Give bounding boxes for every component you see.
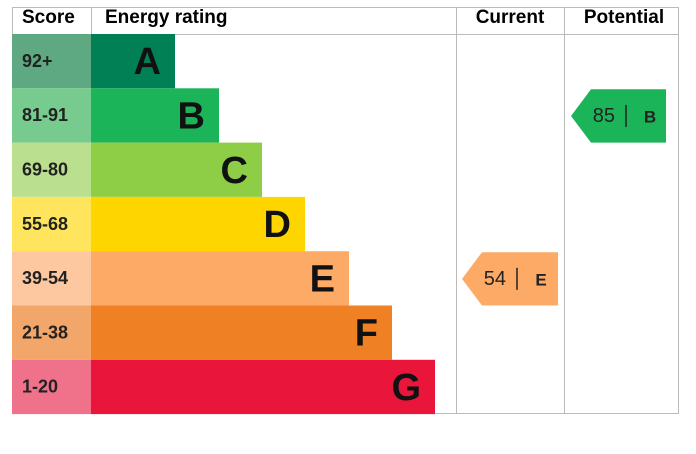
- rating-letter: C: [221, 150, 248, 192]
- rating-bar: [91, 34, 175, 89]
- score-range: 39-54: [22, 268, 68, 288]
- score-cell: [12, 142, 91, 197]
- score-cell: [12, 251, 91, 306]
- score-cell: [12, 305, 91, 360]
- potential-letter: B: [644, 107, 656, 126]
- score-cell: [12, 88, 91, 143]
- rating-letter: G: [391, 367, 421, 409]
- header-current: Current: [476, 7, 545, 28]
- score-cell: [12, 34, 91, 89]
- current-letter: E: [535, 270, 546, 289]
- score-range: 21-38: [22, 322, 68, 342]
- score-range: 1-20: [22, 377, 58, 397]
- current-value: 54: [484, 268, 506, 290]
- header-rating: Energy rating: [105, 7, 227, 28]
- score-range: 55-68: [22, 214, 68, 234]
- score-range: 81-91: [22, 105, 68, 125]
- rating-bar: [91, 196, 305, 252]
- rating-bar: [91, 251, 349, 306]
- score-range: 92+: [22, 51, 53, 71]
- rating-bar: [91, 305, 392, 360]
- rating-letter: E: [310, 258, 335, 300]
- score-cell: [12, 196, 91, 252]
- rating-letter: F: [355, 313, 378, 355]
- potential-value: 85: [593, 105, 615, 127]
- rating-letter: D: [264, 204, 291, 246]
- score-range: 69-80: [22, 160, 68, 180]
- rating-bar: [91, 142, 262, 197]
- header-potential: Potential: [584, 7, 664, 28]
- current-arrow: [462, 252, 558, 306]
- rating-bar: [91, 359, 435, 415]
- header-score: Score: [22, 7, 75, 28]
- rating-letter: B: [178, 95, 205, 137]
- score-cell: [12, 359, 91, 415]
- rating-bar: [91, 88, 219, 143]
- potential-arrow: [571, 89, 666, 143]
- rating-letter: A: [134, 41, 161, 83]
